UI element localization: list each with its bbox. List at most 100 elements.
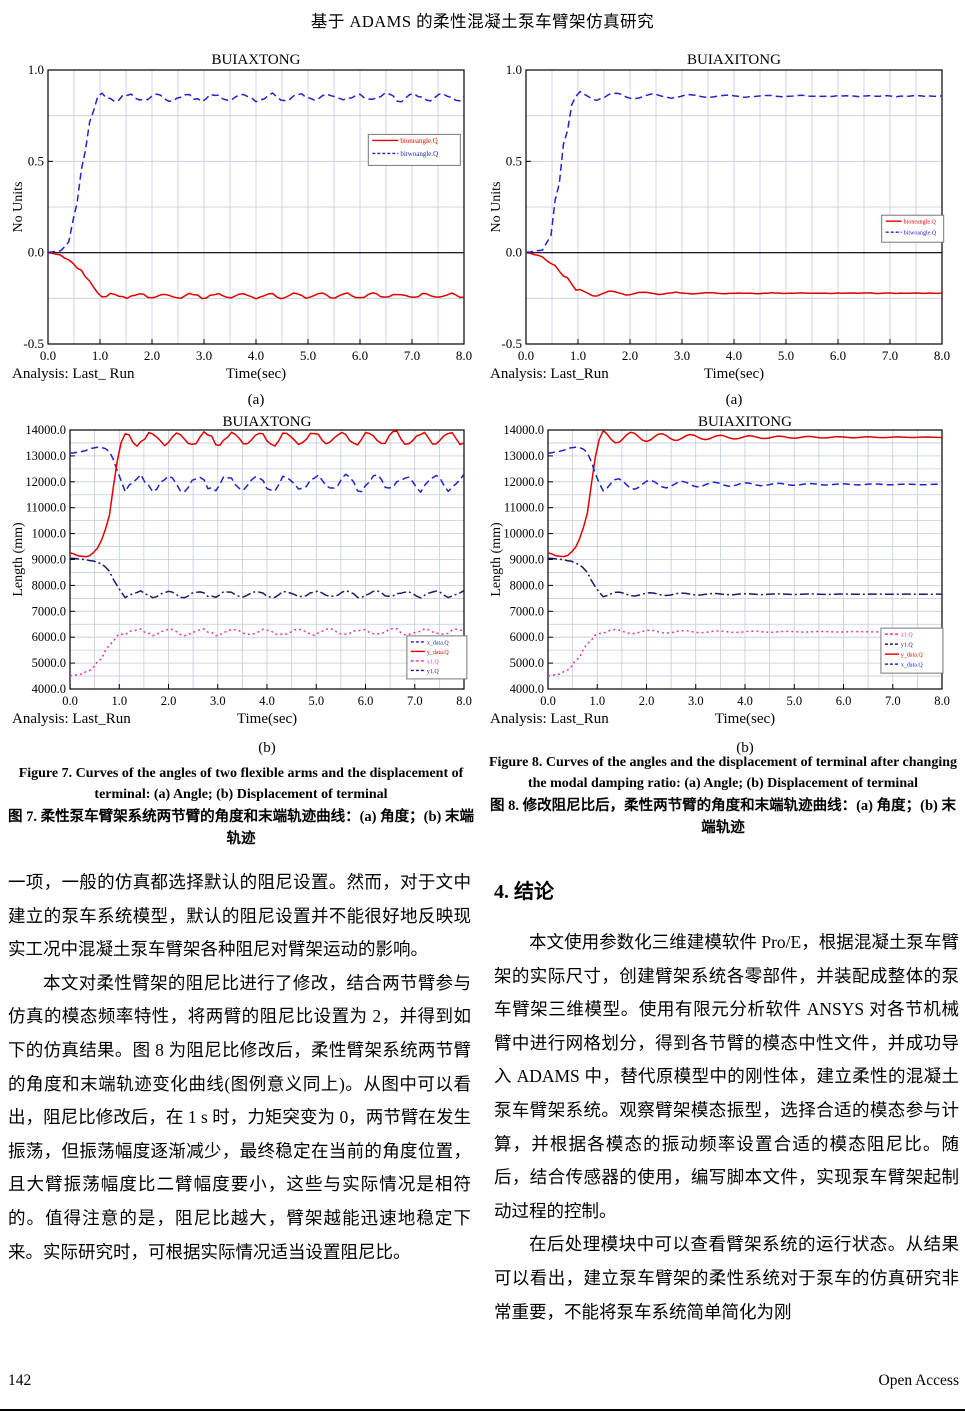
svg-text:Time(sec): Time(sec) xyxy=(237,711,297,727)
svg-text:1.0: 1.0 xyxy=(92,348,108,363)
svg-text:8.0: 8.0 xyxy=(456,348,472,363)
left-text-column: 一项，一般的仿真都选择默认的阻尼设置。然而，对于文中建立的泵车系统模型，默认的阻… xyxy=(8,866,471,1269)
figure8-caption-en: Figure 8. Curves of the angles and the d… xyxy=(488,755,958,791)
svg-text:4000.0: 4000.0 xyxy=(32,682,66,696)
svg-text:5.0: 5.0 xyxy=(778,348,794,363)
svg-text:7.0: 7.0 xyxy=(404,348,420,363)
svg-text:0.0: 0.0 xyxy=(28,245,44,260)
svg-text:Analysis: Last_Run: Analysis: Last_Run xyxy=(12,711,131,727)
svg-text:4.0: 4.0 xyxy=(726,348,742,363)
svg-text:(a): (a) xyxy=(726,392,743,408)
svg-text:8000.0: 8000.0 xyxy=(510,578,544,592)
svg-text:8000.0: 8000.0 xyxy=(32,578,66,592)
svg-text:0.5: 0.5 xyxy=(28,153,44,168)
left-paragraph-1: 一项，一般的仿真都选择默认的阻尼设置。然而，对于文中建立的泵车系统模型，默认的阻… xyxy=(8,872,471,960)
svg-text:6.0: 6.0 xyxy=(352,348,368,363)
svg-text:5.0: 5.0 xyxy=(786,694,802,708)
section-heading-conclusion: 4. 结论 xyxy=(494,881,554,903)
svg-text:y_data.Q: y_data.Q xyxy=(427,650,449,656)
svg-text:Analysis: Last_ Run: Analysis: Last_ Run xyxy=(12,366,135,382)
svg-text:No Units: No Units xyxy=(11,182,26,233)
figure8-angle-chart: 0.0 1.0 2.0 3.0 4.0 5.0 6.0 7.0 8.0 1.0 0.5 0.0 -0.5… xyxy=(486,50,958,410)
svg-text:1.0: 1.0 xyxy=(111,694,127,708)
svg-text:1.0: 1.0 xyxy=(506,62,522,77)
svg-text:7.0: 7.0 xyxy=(885,694,901,708)
right-paragraph-2: 在后处理模块中可以查看臂架系统的运行状态。从结果可以看出，建立泵车臂架的柔性系统… xyxy=(494,1234,959,1322)
svg-text:7.0: 7.0 xyxy=(407,694,423,708)
figure7-displacement-chart: 0.0 1.0 2.0 3.0 4.0 5.0 6.0 7.0 8.0 14000.0 13000.… xyxy=(8,412,480,758)
svg-text:BUIAXTONG: BUIAXTONG xyxy=(223,414,312,430)
figure8-caption-zh: 图 8. 修改阻尼比后，柔性两节臂的角度和末端轨迹曲线：(a) 角度；(b) 末… xyxy=(489,798,956,837)
svg-text:Length (mm): Length (mm) xyxy=(11,522,26,597)
svg-text:0.0: 0.0 xyxy=(506,245,522,260)
svg-text:7000.0: 7000.0 xyxy=(32,604,66,618)
svg-text:7.0: 7.0 xyxy=(882,348,898,363)
left-paragraph-2: 本文对柔性臂架的阻尼比进行了修改，结合两节臂参与仿真的模态频率特性，将两臂的阻尼… xyxy=(8,972,471,1262)
figure7-caption-zh: 图 7. 柔性泵车臂架系统两节臂的角度和末端轨迹曲线：(a) 角度；(b) 末端… xyxy=(7,809,474,848)
svg-text:4.0: 4.0 xyxy=(248,348,264,363)
svg-text:x1.Q: x1.Q xyxy=(901,633,914,639)
svg-text:0.0: 0.0 xyxy=(40,348,56,363)
svg-text:11000.0: 11000.0 xyxy=(504,501,544,515)
svg-text:0.0: 0.0 xyxy=(540,694,556,708)
figure7-caption: Figure 7. Curves of the angles of two fl… xyxy=(2,763,480,851)
svg-text:0.5: 0.5 xyxy=(506,153,522,168)
svg-text:0.0: 0.0 xyxy=(62,694,78,708)
svg-text:Time(sec): Time(sec) xyxy=(226,366,286,382)
svg-text:9000.0: 9000.0 xyxy=(510,553,544,567)
svg-text:1.0: 1.0 xyxy=(28,62,44,77)
svg-text:BUIAXITONG: BUIAXITONG xyxy=(687,52,781,68)
svg-text:12000.0: 12000.0 xyxy=(503,475,544,489)
right-text-column: 4. 结论 本文使用参数化三维建模软件 Pro/E，根据混凝土泵车臂架的实际尺寸… xyxy=(494,874,959,1329)
svg-text:Time(sec): Time(sec) xyxy=(715,711,775,727)
figure7-angle-chart: 0.0 1.0 2.0 3.0 4.0 5.0 6.0 7.0 8.0 1.0 0.5 0.0 -0.5… xyxy=(8,50,480,410)
svg-text:8.0: 8.0 xyxy=(934,694,950,708)
svg-text:11000.0: 11000.0 xyxy=(26,501,66,515)
svg-text:8.0: 8.0 xyxy=(934,348,950,363)
svg-text:Length (mm): Length (mm) xyxy=(489,522,504,597)
svg-text:y_data.Q: y_data.Q xyxy=(901,653,923,659)
svg-text:3.0: 3.0 xyxy=(196,348,212,363)
svg-text:bitwoangle.Q: bitwoangle.Q xyxy=(400,150,438,158)
svg-text:3.0: 3.0 xyxy=(674,348,690,363)
svg-text:6000.0: 6000.0 xyxy=(32,630,66,644)
svg-text:y1.Q: y1.Q xyxy=(427,669,440,675)
svg-text:1.0: 1.0 xyxy=(570,348,586,363)
svg-text:x_data.Q: x_data.Q xyxy=(901,663,923,669)
right-paragraph-1: 本文使用参数化三维建模软件 Pro/E，根据混凝土泵车臂架的实际尺寸，创建臂架系… xyxy=(494,932,959,1221)
open-access-label: Open Access xyxy=(878,1372,960,1389)
svg-text:5.0: 5.0 xyxy=(300,348,316,363)
svg-text:13000.0: 13000.0 xyxy=(503,449,544,463)
svg-text:3.0: 3.0 xyxy=(210,694,226,708)
svg-text:2.0: 2.0 xyxy=(639,694,655,708)
svg-text:-0.5: -0.5 xyxy=(23,336,44,351)
svg-text:(b): (b) xyxy=(736,740,754,756)
svg-text:y1.Q: y1.Q xyxy=(901,643,914,649)
svg-text:6.0: 6.0 xyxy=(830,348,846,363)
svg-text:4.0: 4.0 xyxy=(737,694,753,708)
svg-text:12000.0: 12000.0 xyxy=(25,475,66,489)
figure8-displacement-chart: 0.0 1.0 2.0 3.0 4.0 5.0 6.0 7.0 8.0 14000.0 13000.… xyxy=(486,412,958,758)
page-number: 142 xyxy=(8,1372,32,1389)
running-head-title: 基于 ADAMS 的柔性混凝土泵车臂架仿真研究 xyxy=(310,12,655,31)
footer-rule xyxy=(0,1409,965,1411)
svg-text:bioneangle.Q: bioneangle.Q xyxy=(904,220,937,226)
svg-text:No Units: No Units xyxy=(489,182,504,233)
svg-text:5.0: 5.0 xyxy=(308,694,324,708)
svg-text:2.0: 2.0 xyxy=(161,694,177,708)
svg-text:6.0: 6.0 xyxy=(358,694,374,708)
figure7-caption-en: Figure 7. Curves of the angles of two fl… xyxy=(18,766,464,802)
svg-text:x1.Q: x1.Q xyxy=(427,659,440,665)
svg-text:14000.0: 14000.0 xyxy=(25,423,66,437)
svg-text:4.0: 4.0 xyxy=(259,694,275,708)
svg-text:10000.0: 10000.0 xyxy=(503,527,544,541)
svg-text:(a): (a) xyxy=(248,392,265,408)
svg-text:2.0: 2.0 xyxy=(622,348,638,363)
svg-text:4000.0: 4000.0 xyxy=(510,682,544,696)
svg-text:1.0: 1.0 xyxy=(589,694,605,708)
svg-text:x_data.Q: x_data.Q xyxy=(427,640,449,646)
svg-text:(b): (b) xyxy=(258,740,276,756)
svg-text:2.0: 2.0 xyxy=(144,348,160,363)
svg-text:14000.0: 14000.0 xyxy=(503,423,544,437)
svg-text:1000.0: 1000.0 xyxy=(32,527,66,541)
